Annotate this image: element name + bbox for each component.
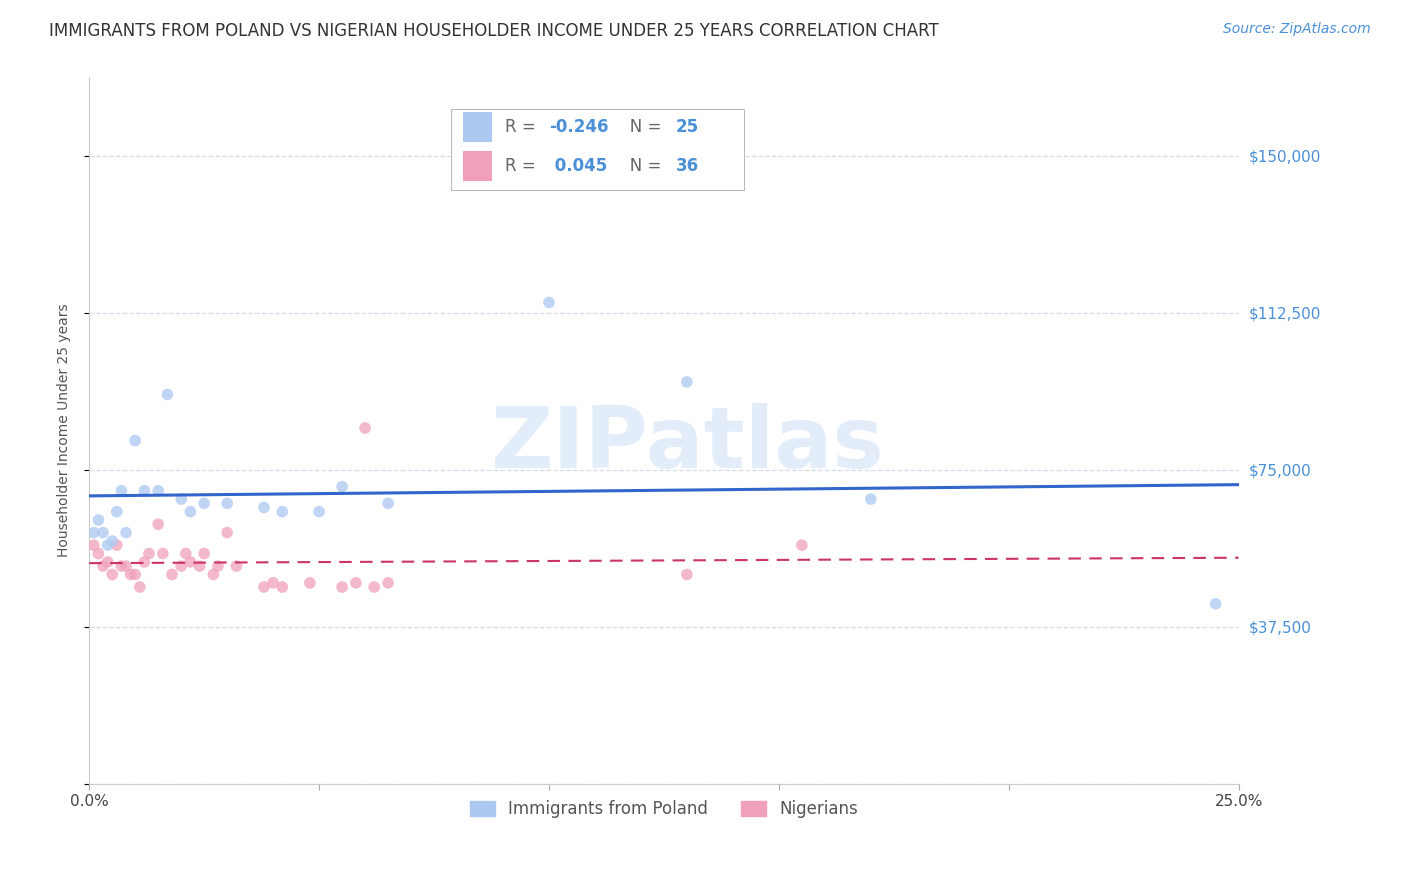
Point [676,375,699,389]
Point [537,295,560,310]
Point [344,575,367,590]
Point [193,547,215,561]
Legend: Immigrants from Poland, Nigerians: Immigrants from Poland, Nigerians [463,794,865,825]
Point [377,575,399,590]
Point [138,547,160,561]
Point [207,559,229,574]
Point [124,434,146,448]
Y-axis label: Householder Income Under 25 years: Householder Income Under 25 years [58,304,72,558]
Point [105,538,128,552]
Point [225,559,247,574]
Point [217,496,239,510]
Point [87,513,110,527]
Text: 36: 36 [675,157,699,175]
Point [676,567,699,582]
Point [202,567,225,582]
Point [101,567,124,582]
Point [354,421,377,435]
Point [174,547,197,561]
Point [330,580,353,594]
Bar [463,151,492,180]
Point [298,575,321,590]
Point [160,567,183,582]
Text: Source: ZipAtlas.com: Source: ZipAtlas.com [1223,22,1371,37]
Point [330,479,353,493]
Point [262,575,284,590]
Point [134,483,156,498]
Point [188,559,211,574]
Point [193,496,215,510]
Text: N =: N = [614,118,666,136]
Point [115,559,138,574]
Point [790,538,813,552]
Point [152,547,174,561]
Point [97,555,120,569]
Point [253,580,276,594]
Point [271,580,294,594]
Text: R =: R = [505,157,541,175]
Point [253,500,276,515]
Point [217,525,239,540]
Text: N =: N = [614,157,666,175]
Point [91,525,114,540]
Point [134,555,156,569]
Text: ZIPatlas: ZIPatlas [491,403,884,486]
Point [308,505,330,519]
Point [87,547,110,561]
Point [179,555,201,569]
Point [110,483,132,498]
Point [363,580,385,594]
Point [120,567,142,582]
Text: IMMIGRANTS FROM POLAND VS NIGERIAN HOUSEHOLDER INCOME UNDER 25 YEARS CORRELATION: IMMIGRANTS FROM POLAND VS NIGERIAN HOUSE… [49,22,939,40]
Point [105,505,128,519]
Point [110,559,132,574]
Point [148,483,170,498]
Point [128,580,150,594]
Point [101,533,124,548]
Point [377,496,399,510]
Point [170,492,193,507]
Point [97,538,120,552]
Point [91,559,114,574]
Point [115,525,138,540]
Text: 25: 25 [675,118,699,136]
FancyBboxPatch shape [451,109,744,191]
Point [859,492,882,507]
Point [148,517,170,532]
Point [124,567,146,582]
Point [83,538,105,552]
Bar [463,112,492,142]
Point [179,505,201,519]
Point [1205,597,1227,611]
Text: R =: R = [505,118,541,136]
Point [170,559,193,574]
Text: 0.045: 0.045 [548,157,607,175]
Text: -0.246: -0.246 [548,118,609,136]
Point [156,387,179,401]
Point [271,505,294,519]
Point [83,525,105,540]
